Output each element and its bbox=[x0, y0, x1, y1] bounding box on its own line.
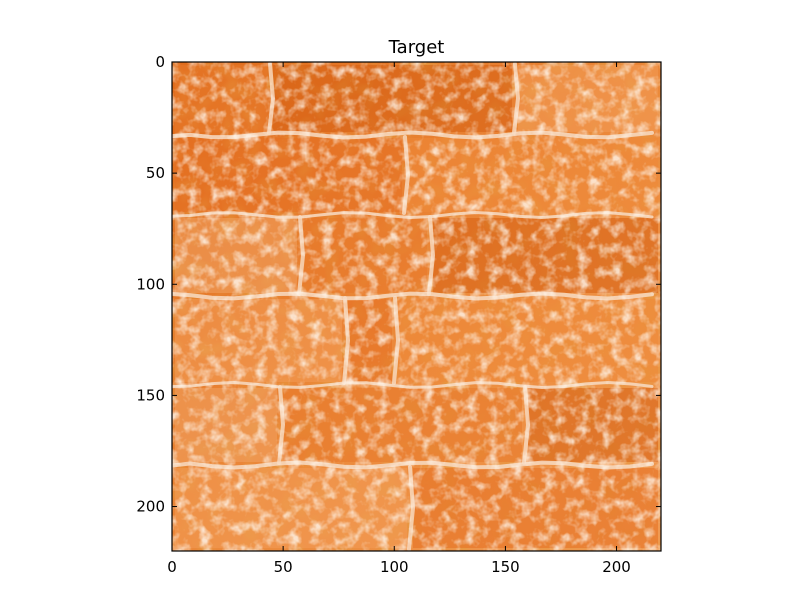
y-tick-label: 50 bbox=[146, 164, 165, 182]
x-tick-label: 0 bbox=[167, 558, 177, 576]
y-tick-label: 150 bbox=[136, 386, 165, 404]
x-tick-label: 50 bbox=[274, 558, 293, 576]
y-tick-label: 0 bbox=[155, 53, 165, 71]
x-axis: 0 50 100 150 200 bbox=[167, 62, 631, 576]
x-tick-label: 150 bbox=[491, 558, 520, 576]
axes-frame bbox=[171, 61, 662, 552]
y-tick-label: 100 bbox=[136, 275, 165, 293]
y-tick-label: 200 bbox=[136, 498, 165, 516]
brick-wall-image bbox=[172, 62, 661, 551]
plot-title: Target bbox=[388, 37, 445, 58]
x-tick-label: 200 bbox=[602, 558, 631, 576]
x-tick-label: 100 bbox=[380, 558, 409, 576]
y-axis: 0 50 100 150 200 bbox=[136, 53, 661, 516]
